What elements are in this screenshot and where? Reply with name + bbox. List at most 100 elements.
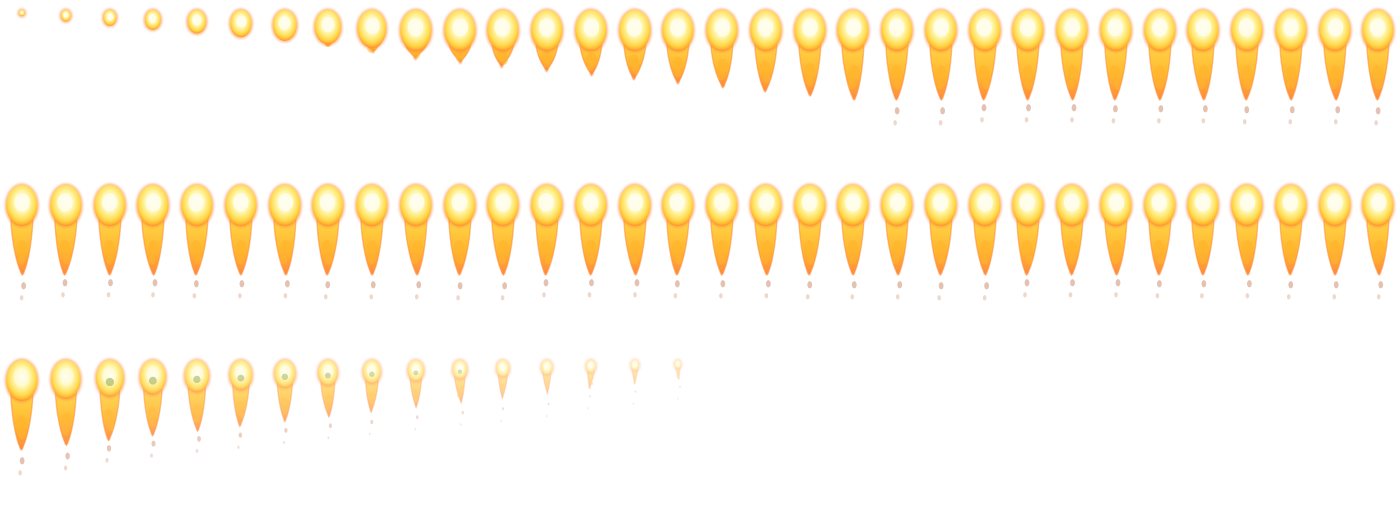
flame-core <box>538 18 555 37</box>
flame-blob <box>546 390 549 394</box>
flame-blob <box>412 54 418 61</box>
flame-plume <box>748 8 783 93</box>
flame-blob <box>587 377 591 382</box>
flame-blob <box>148 406 158 418</box>
flame-core <box>456 363 464 373</box>
flame-blob <box>1242 254 1250 265</box>
flame-blob <box>1287 269 1293 276</box>
flame-blob <box>632 269 638 276</box>
flame-blob <box>1243 79 1252 90</box>
flame-core <box>499 363 507 372</box>
soot-drop <box>152 279 158 287</box>
flame-frame <box>831 175 875 350</box>
soot-drop <box>104 458 109 463</box>
flame-core <box>1151 18 1168 37</box>
flame-core <box>714 18 731 37</box>
flame-blob <box>586 61 594 72</box>
flame-blob <box>1374 79 1383 90</box>
flame-blob <box>325 269 330 276</box>
flame-core <box>582 193 599 212</box>
flame-frame-graphic <box>93 358 125 463</box>
flame-blob <box>367 254 376 265</box>
flame-blob <box>1069 269 1074 276</box>
flame-blob <box>150 431 155 437</box>
flame-core <box>279 365 290 379</box>
soot-drop <box>1244 106 1250 114</box>
flame-blob <box>238 411 245 419</box>
flame-blob <box>237 422 242 427</box>
flame-blob <box>1377 269 1382 276</box>
soot-drop <box>850 294 855 300</box>
soot-drop <box>18 470 22 476</box>
flame-blob <box>893 240 904 254</box>
flame-blob <box>895 269 901 276</box>
flame-frame-graphic <box>1186 183 1221 299</box>
flame-frame <box>831 0 875 175</box>
flame-frame <box>656 175 700 350</box>
flame-frame <box>350 350 394 525</box>
flame-frame-graphic <box>442 8 477 65</box>
flame-plume <box>617 8 652 81</box>
flame-blob <box>543 269 548 276</box>
soot-drop <box>1377 294 1381 300</box>
flame-blob <box>1330 65 1341 79</box>
soot-drop <box>106 445 111 452</box>
flame-tail <box>586 369 595 389</box>
flame-frame-graphic <box>1317 183 1352 300</box>
flame-plume <box>1317 8 1352 125</box>
flame-frame-graphic <box>1229 8 1264 125</box>
flame-core <box>1283 18 1299 37</box>
flame-frame <box>1313 175 1357 350</box>
flame-plume <box>143 8 163 32</box>
flame-frame-graphic <box>628 358 641 405</box>
flame-blob <box>718 254 726 265</box>
flame-blob <box>540 240 551 254</box>
flame-blob <box>193 403 202 415</box>
flame-frame <box>744 0 788 175</box>
soot-drop <box>325 281 331 289</box>
flame-plume <box>1054 8 1089 123</box>
flame-plume <box>1098 183 1133 298</box>
flame-blob <box>762 73 771 84</box>
flame-head <box>452 360 467 380</box>
flame-frame <box>1269 0 1313 175</box>
flame-plume <box>405 358 426 431</box>
flame-blob <box>455 52 463 62</box>
flame-frame-graphic <box>486 8 521 69</box>
flame-blob <box>1199 254 1207 265</box>
soot-drop <box>893 120 897 126</box>
soot-drop <box>1331 294 1336 300</box>
flame-blob <box>1112 79 1121 90</box>
flame-blob <box>18 429 27 440</box>
flame-frame-graphic <box>49 358 82 471</box>
flame-frame-graphic <box>4 183 39 301</box>
flame-blob <box>805 76 813 87</box>
soot-drop <box>1070 117 1074 123</box>
flame-blob <box>1109 65 1120 79</box>
flame-frame <box>569 0 613 175</box>
flame-frame-graphic <box>748 8 783 93</box>
flame-tail <box>409 376 423 410</box>
flame-blob <box>891 65 902 79</box>
flame-core <box>1019 193 1036 212</box>
flame-frame-graphic <box>836 8 871 101</box>
flame-core <box>407 18 424 37</box>
flame-plume <box>1229 183 1264 299</box>
flame-blob <box>322 240 333 254</box>
flame-core <box>101 193 117 212</box>
flame-core <box>232 193 249 212</box>
flame-frame-graphic <box>584 358 598 410</box>
flame-blob <box>368 392 375 400</box>
soot-drop <box>1288 281 1293 289</box>
flame-frame-graphic <box>143 8 163 32</box>
soot-drop <box>197 436 201 442</box>
soot-drop <box>283 293 287 299</box>
flame-head <box>674 360 682 369</box>
flame-frame <box>394 175 438 350</box>
flame-plume <box>879 183 914 300</box>
flame-blob <box>17 254 26 265</box>
soot-drop <box>765 280 771 288</box>
flame-head <box>18 10 25 16</box>
soot-drop <box>1201 118 1206 124</box>
flame-frame <box>0 175 44 350</box>
